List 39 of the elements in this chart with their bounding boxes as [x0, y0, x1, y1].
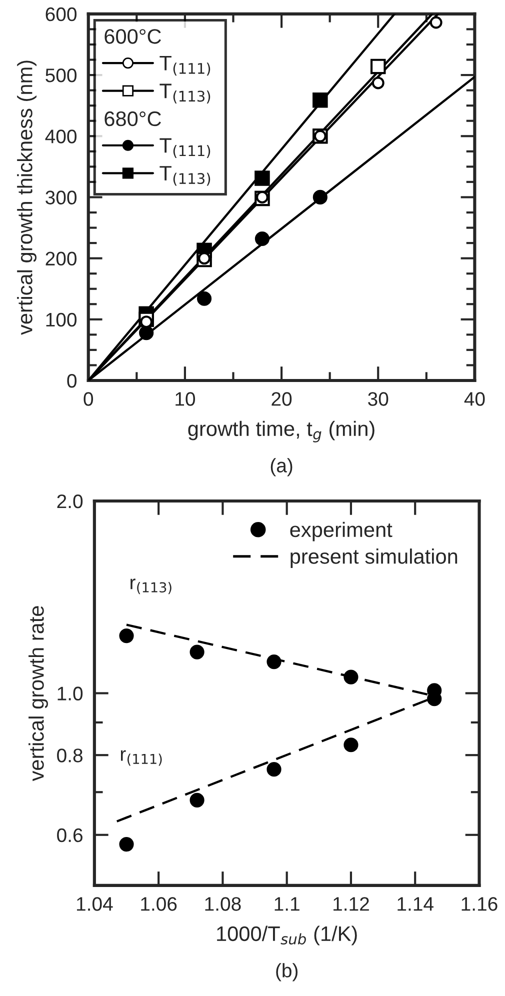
y-tick-label: 0.8 [57, 748, 82, 762]
x-tick-label: 1.06 [141, 897, 177, 911]
x-tick-label: 1.12 [334, 897, 369, 911]
text: (b) [276, 963, 298, 982]
annotation: r$_{(113)}$ [130, 578, 172, 594]
y-tick-label: 1.0 [58, 686, 83, 700]
y-tick-label: 2.0 [57, 494, 83, 508]
x-tick-label: 0 [84, 392, 94, 406]
y-axis-title: vertical growth thickness (nm) [17, 60, 36, 335]
x-tick-label: 10 [176, 392, 196, 406]
legend-label: present simulation [290, 548, 458, 568]
x-tick-label: 20 [272, 392, 292, 406]
x-tick-label: 40 [464, 392, 485, 406]
legend-label: T$_{(111)}$ [160, 56, 210, 76]
annotation: r$_{(111)}$ [120, 750, 162, 766]
x-axis-title: 1000/T$_{sub}$ (1/K) [217, 926, 357, 946]
y-tick-label: 100 [46, 312, 77, 327]
text: (a) [270, 458, 292, 476]
y-tick-label: 200 [46, 252, 77, 266]
y-axis-title: vertical growth rate [28, 606, 48, 782]
x-tick-label: 30 [368, 392, 388, 406]
x-tick-label: 1.04 [76, 897, 113, 911]
annotation: 600°C [104, 29, 161, 44]
x-tick-label: 1.08 [205, 897, 241, 911]
y-tick-label: 500 [46, 68, 77, 82]
y-tick-label: 300 [46, 190, 77, 204]
legend-label: experiment [290, 522, 392, 542]
legend-label: T$_{(113)}$ [160, 166, 210, 186]
y-tick-label: 400 [45, 130, 77, 144]
x-tick-label: 1.1 [274, 897, 300, 911]
annotation: 680°C [104, 111, 161, 126]
x-axis-title: growth time, t$_{g}$ (min) [188, 420, 374, 442]
x-tick-label: 1.14 [398, 897, 434, 911]
y-tick-label: 0 [67, 374, 77, 388]
legend-label: T$_{(113)}$ [160, 84, 210, 104]
legend-label: T$_{(111)}$ [160, 138, 210, 158]
y-tick-label: 600 [46, 7, 77, 22]
x-tick-label: 1.16 [462, 897, 498, 911]
y-tick-label: 0.6 [57, 828, 82, 842]
